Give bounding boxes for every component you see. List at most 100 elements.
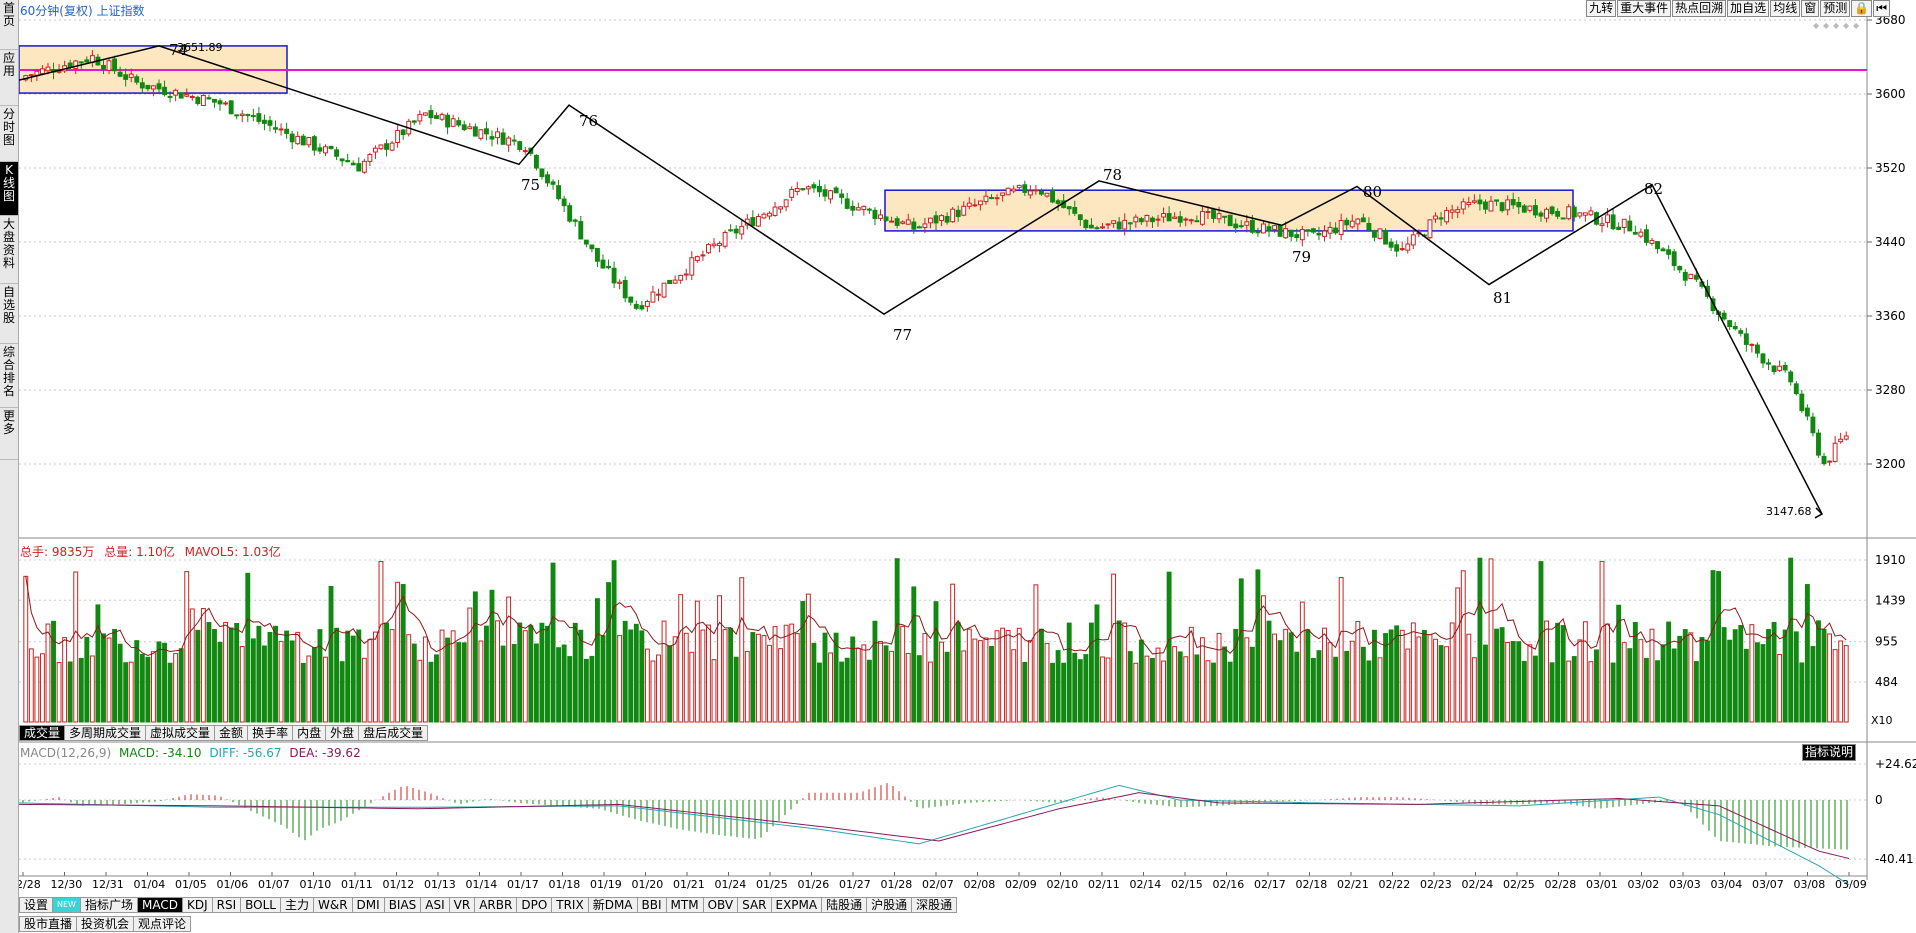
candle-body[interactable] (1738, 330, 1744, 334)
candle-body[interactable] (1316, 232, 1322, 236)
sidebar-item-0[interactable]: 首页 (0, 0, 18, 50)
candle-body[interactable] (234, 114, 240, 117)
volume-bar[interactable] (883, 645, 889, 723)
volume-bar[interactable] (1599, 560, 1605, 723)
volume-bar[interactable] (622, 620, 628, 723)
candle-body[interactable] (1122, 219, 1128, 230)
candle-body[interactable] (1133, 216, 1139, 223)
candle-body[interactable] (389, 142, 395, 151)
candle-body[interactable] (1033, 189, 1039, 192)
candle-body[interactable] (1105, 223, 1111, 226)
volume-bar[interactable] (345, 630, 351, 723)
volume-bar[interactable] (1483, 644, 1488, 723)
candle-body[interactable] (1477, 199, 1483, 205)
volume-bar[interactable] (833, 632, 839, 723)
candle-body[interactable] (622, 280, 628, 299)
volume-bar[interactable] (495, 620, 500, 723)
candle-body[interactable] (1150, 217, 1155, 223)
candle-body[interactable] (1066, 206, 1072, 210)
volume-bar[interactable] (284, 630, 290, 723)
candle-body[interactable] (861, 205, 867, 211)
volume-tab-2[interactable]: 虚拟成交量 (145, 725, 216, 741)
candle-body[interactable] (1743, 333, 1749, 345)
sidebar-item-2[interactable]: 分时图 (0, 106, 18, 162)
candle-body[interactable] (1655, 241, 1660, 250)
indicator-tab-24[interactable]: 深股通 (911, 897, 958, 913)
candle-body[interactable] (866, 208, 872, 211)
indicator-tab-2[interactable]: 指标广场 (79, 897, 138, 913)
candle-body[interactable] (1605, 214, 1611, 223)
volume-bar[interactable] (23, 575, 29, 723)
candle-body[interactable] (311, 136, 317, 151)
candle-body[interactable] (1233, 223, 1239, 229)
candle-body[interactable] (711, 243, 717, 247)
volume-bar[interactable] (339, 661, 345, 723)
volume-bar[interactable] (1460, 570, 1466, 723)
volume-bar[interactable] (567, 656, 573, 723)
candle-body[interactable] (478, 129, 484, 139)
volume-bar[interactable] (478, 640, 484, 723)
volume-bar[interactable] (955, 622, 961, 723)
volume-bar[interactable] (1821, 629, 1827, 723)
candle-body[interactable] (1077, 214, 1083, 221)
candle-body[interactable] (606, 265, 611, 269)
candle-body[interactable] (167, 95, 173, 98)
volume-bar[interactable] (489, 589, 495, 723)
candle-body[interactable] (1466, 202, 1472, 206)
candle-body[interactable] (1532, 205, 1538, 216)
volume-bar[interactable] (1449, 622, 1455, 723)
candle-body[interactable] (972, 204, 978, 207)
volume-bar[interactable] (417, 659, 423, 723)
candle-body[interactable] (1810, 416, 1816, 434)
candle-body[interactable] (1433, 215, 1438, 220)
candle-body[interactable] (1016, 184, 1022, 189)
volume-bar[interactable] (1782, 629, 1788, 723)
volume-bar[interactable] (1238, 578, 1244, 723)
candle-body[interactable] (700, 254, 706, 257)
volume-bar[interactable] (1205, 660, 1211, 723)
volume-bar[interactable] (822, 632, 828, 723)
candle-body[interactable] (928, 217, 933, 224)
volume-bar[interactable] (123, 662, 129, 723)
candle-body[interactable] (1222, 215, 1228, 218)
volume-bar[interactable] (1666, 621, 1672, 723)
candle-body[interactable] (556, 185, 562, 200)
candle-body[interactable] (1261, 223, 1266, 234)
volume-bar[interactable] (522, 630, 528, 723)
volume-bar[interactable] (350, 635, 356, 723)
indicator-tab-5[interactable]: RSI (211, 897, 242, 913)
candle-body[interactable] (1044, 192, 1050, 197)
volume-bar[interactable] (961, 650, 967, 723)
volume-bar[interactable] (1527, 644, 1533, 723)
candle-body[interactable] (1549, 206, 1555, 215)
candle-body[interactable] (1072, 207, 1078, 214)
candle-body[interactable] (1749, 343, 1755, 346)
volume-bar[interactable] (1532, 655, 1538, 723)
candle-body[interactable] (1777, 365, 1783, 371)
volume-bar[interactable] (1627, 648, 1633, 723)
candle-body[interactable] (611, 267, 617, 284)
candle-body[interactable] (1338, 220, 1344, 236)
candle-body[interactable] (217, 100, 223, 105)
candle-body[interactable] (345, 159, 351, 163)
kline-chart-area[interactable]: 3680 3600 3520 3440 3360 3280 3200 74 75 76 77 78 79… (9, 0, 1916, 900)
volume-bar[interactable] (1749, 624, 1755, 723)
candle-body[interactable] (78, 61, 84, 64)
volume-bar[interactable] (1116, 620, 1122, 723)
volume-bar[interactable] (1793, 631, 1799, 723)
candle-body[interactable] (728, 229, 734, 232)
volume-bar[interactable] (1100, 656, 1105, 723)
volume-bar[interactable] (839, 661, 845, 723)
candle-body[interactable] (1322, 230, 1327, 237)
candle-body[interactable] (905, 219, 911, 225)
volume-bar[interactable] (1005, 629, 1011, 723)
candle-body[interactable] (1444, 210, 1450, 223)
candle-body[interactable] (1000, 192, 1006, 196)
volume-bar[interactable] (428, 661, 434, 723)
candle-body[interactable] (1588, 210, 1594, 216)
volume-bar[interactable] (545, 625, 550, 723)
candle-body[interactable] (1305, 229, 1311, 232)
volume-bar[interactable] (1516, 641, 1522, 723)
candle-body[interactable] (1555, 210, 1561, 217)
volume-bar[interactable] (1738, 625, 1744, 723)
